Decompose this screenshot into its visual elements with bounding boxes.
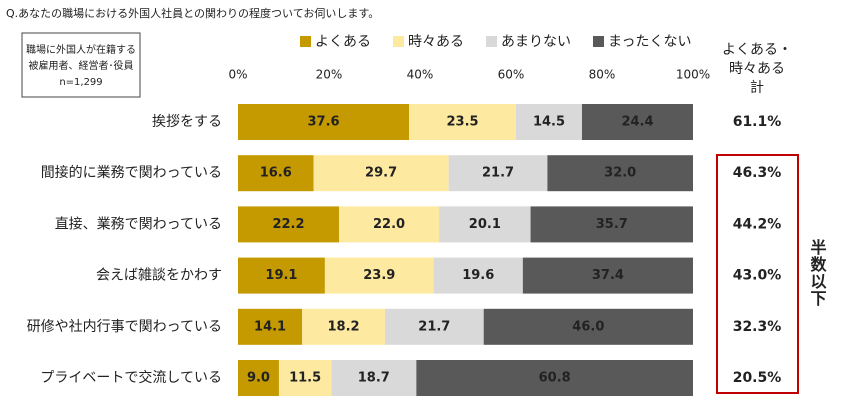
value-label: 18.2 — [328, 319, 360, 334]
x-tick-label: 60% — [498, 68, 525, 82]
value-label: 14.5 — [533, 115, 565, 130]
bar-segment — [302, 308, 385, 345]
value-label: 22.2 — [272, 217, 304, 232]
value-label: 23.5 — [447, 115, 479, 130]
bar-segment — [547, 155, 693, 192]
x-tick-label: 40% — [407, 68, 434, 82]
value-label: 19.6 — [462, 268, 494, 283]
bar-segment — [416, 360, 693, 396]
category-label: 直接、業務で関わっている — [55, 215, 222, 232]
value-label: 16.6 — [260, 166, 292, 181]
value-label: 60.8 — [539, 371, 571, 386]
category-label: 会えば雑談をかわす — [96, 268, 222, 284]
chart-title: Q.あなたの職場における外国人社員との関わりの程度ついてお伺いします。 — [6, 6, 379, 20]
bar-segment — [448, 155, 548, 192]
value-label: 21.7 — [482, 166, 514, 181]
totals-header: 計 — [750, 80, 764, 96]
value-label: 9.0 — [247, 371, 270, 386]
bar-segment — [433, 257, 523, 294]
value-label: 22.0 — [373, 217, 405, 232]
legend-label: まったくない — [608, 34, 691, 50]
bar-segment — [238, 257, 325, 294]
value-label: 23.9 — [363, 268, 395, 283]
totals-header: 時々ある — [729, 61, 785, 77]
legend-swatch — [593, 36, 604, 47]
value-label: 19.1 — [265, 268, 297, 283]
value-label: 11.5 — [289, 371, 321, 386]
x-tick-label: 80% — [589, 68, 616, 82]
total-label: 44.2% — [733, 216, 782, 232]
value-label: 32.0 — [604, 166, 636, 181]
annotation: 半数以下 — [808, 238, 827, 307]
category-label: 挨拶をする — [152, 114, 222, 130]
value-label: 35.7 — [596, 217, 628, 232]
bar-segment — [384, 308, 484, 345]
bar-segment — [339, 206, 440, 243]
note-box — [21, 32, 141, 98]
category-label: 研修や社内行事で関わっている — [27, 319, 222, 335]
x-tick-label: 100% — [676, 68, 710, 82]
category-label: プライベートで交流している — [40, 369, 222, 386]
bar-segment — [324, 257, 434, 294]
value-label: 21.7 — [418, 319, 450, 334]
bar-segment — [313, 155, 449, 192]
value-label: 37.6 — [308, 115, 340, 130]
note-text: 職場に外国人が在籍する — [26, 43, 136, 56]
total-label: 32.3% — [733, 319, 782, 335]
bar-segment — [522, 257, 693, 294]
legend-swatch — [393, 36, 404, 47]
note-text: n=1,299 — [59, 77, 102, 88]
bar-segment — [238, 104, 410, 140]
legend-label: あまりない — [501, 34, 571, 50]
x-tick-label: 20% — [316, 68, 343, 82]
legend-swatch — [300, 36, 311, 47]
bar-segment — [439, 206, 531, 243]
value-label: 14.1 — [254, 319, 286, 334]
bar-segment — [238, 308, 303, 345]
legend-swatch — [486, 36, 497, 47]
x-tick-label: 0% — [228, 68, 247, 82]
value-label: 20.1 — [469, 217, 501, 232]
totals-header: よくある・ — [722, 42, 792, 58]
legend-label: よくある — [315, 34, 371, 50]
total-label: 61.1% — [733, 114, 782, 130]
bar-segment — [409, 104, 517, 140]
bar-segment — [238, 360, 279, 396]
highlight-box — [716, 154, 799, 394]
value-label: 24.4 — [621, 115, 653, 130]
value-label: 18.7 — [358, 371, 390, 386]
bar-segment — [530, 206, 693, 243]
category-label: 間接的に業務で関わっている — [41, 164, 222, 181]
bar-segment — [238, 206, 340, 243]
bar-segment — [278, 360, 332, 396]
bar-segment — [581, 104, 693, 140]
bar-segment — [516, 104, 582, 140]
bar-segment — [238, 155, 314, 192]
value-label: 37.4 — [592, 268, 624, 283]
total-label: 43.0% — [733, 268, 782, 284]
bar-segment — [331, 360, 417, 396]
value-label: 46.0 — [572, 319, 604, 334]
note-text: 被雇用者、経営者･役員 — [29, 59, 134, 72]
bar-segment — [483, 308, 693, 345]
value-label: 29.7 — [365, 166, 397, 181]
total-label: 20.5% — [733, 370, 782, 386]
legend-label: 時々ある — [408, 34, 464, 50]
total-label: 46.3% — [733, 165, 782, 181]
